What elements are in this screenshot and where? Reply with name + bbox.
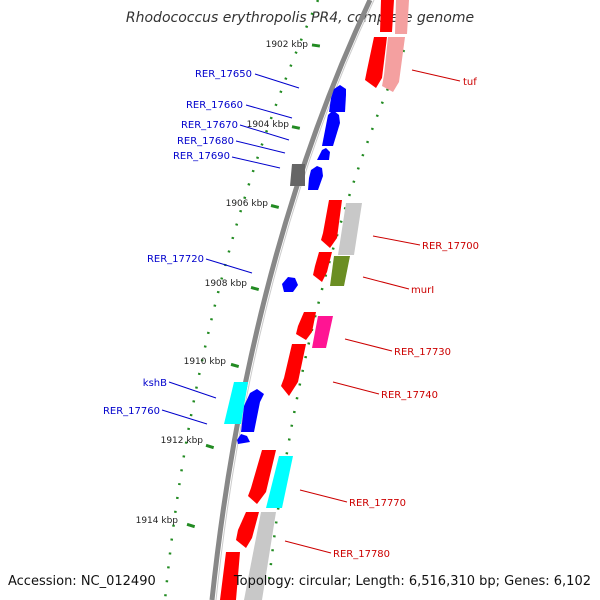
gene-label: RER_17690 [173,151,230,162]
leader-line [235,140,286,154]
gene-label: RER_17670 [181,120,238,131]
gene-arrow [224,382,248,424]
gene-arrow [248,450,276,504]
tick-marks [186,43,321,529]
gene-label: tuf [463,77,477,88]
backbone-line [209,0,373,600]
leader-line [332,381,380,395]
gene-label: kshB [143,378,167,389]
gene-label: RER_17680 [177,136,234,147]
gene-arrow [321,200,342,248]
right-gene-labels: tuf RER_17700 murI RER_17730 RER_17740 R… [333,77,479,560]
leader-line [205,258,253,274]
gene-label: RER_17700 [422,241,479,252]
gene-arrow [329,85,346,112]
leader-line [344,338,393,352]
gene-label: RER_17740 [381,390,438,401]
tick-labels: 1902 kbp 1904 kbp 1906 kbp 1908 kbp 1910… [136,40,309,526]
gene-label: RER_17760 [103,406,160,417]
leader-line [245,104,293,119]
gene-arrow [380,0,394,32]
gene-arrow [365,37,387,88]
gene-label: RER_17720 [147,254,204,265]
tick-mark [230,362,240,369]
leader-line [231,156,281,169]
gene-arrow [382,37,405,92]
leader-line [168,381,217,399]
gene-arrow [296,312,316,340]
leader-line [161,409,208,425]
tick-mark [250,285,260,291]
accession-text: Accession: NC_012490 [8,574,156,589]
genome-stats-text: Topology: circular; Length: 6,516,310 bp… [233,574,591,589]
gene-arrow [281,344,306,396]
right-gene-arrows [220,0,409,600]
gene-arrow [220,552,240,600]
gene-arrow [241,389,264,432]
tick-label: 1912 kbp [161,436,204,446]
left-guide-dots [163,0,320,600]
leader-line [362,276,410,290]
left-gene-labels: RER_17650 RER_17660 RER_17670 RER_17680 … [103,69,252,417]
gene-label: RER_17660 [186,100,243,111]
gene-arrow [312,316,333,348]
tick-label: 1904 kbp [247,120,290,130]
tick-label: 1906 kbp [226,199,269,209]
leader-line [254,73,300,89]
leader-line [372,235,421,246]
gene-arrow [338,203,362,255]
leader-line [299,489,348,503]
left-gene-arrows [224,85,346,444]
gene-arrow [290,164,305,186]
backbone-highlight [215,0,375,600]
gene-arrow [236,512,259,548]
gene-arrow [317,148,330,160]
gene-arrow [308,166,323,190]
gene-label: RER_17650 [195,69,252,80]
gene-label: RER_17780 [333,549,390,560]
gene-arrow [395,0,409,34]
gene-arrow [237,434,250,444]
gene-arrow [313,252,332,282]
right-leader-lines [284,69,461,554]
gene-label: RER_17770 [349,498,406,509]
tick-label: 1902 kbp [266,40,309,50]
tick-mark [205,443,215,450]
leader-line [284,540,332,554]
gene-label: murI [411,285,434,296]
tick-label: 1908 kbp [205,279,248,289]
gene-arrow [266,456,293,508]
gene-arrow [282,277,298,292]
tick-mark [291,125,301,130]
tick-label: 1910 kbp [184,357,227,367]
gene-arrow [322,110,340,146]
leader-line [411,69,461,82]
gene-label: RER_17730 [394,347,451,358]
tick-mark [270,204,280,209]
gene-arrow [330,256,350,286]
gene-arrow [244,512,276,600]
left-leader-lines [161,73,300,425]
tick-mark [311,43,321,48]
tick-mark [186,522,196,529]
leader-line [239,124,290,141]
tick-label: 1914 kbp [136,516,179,526]
